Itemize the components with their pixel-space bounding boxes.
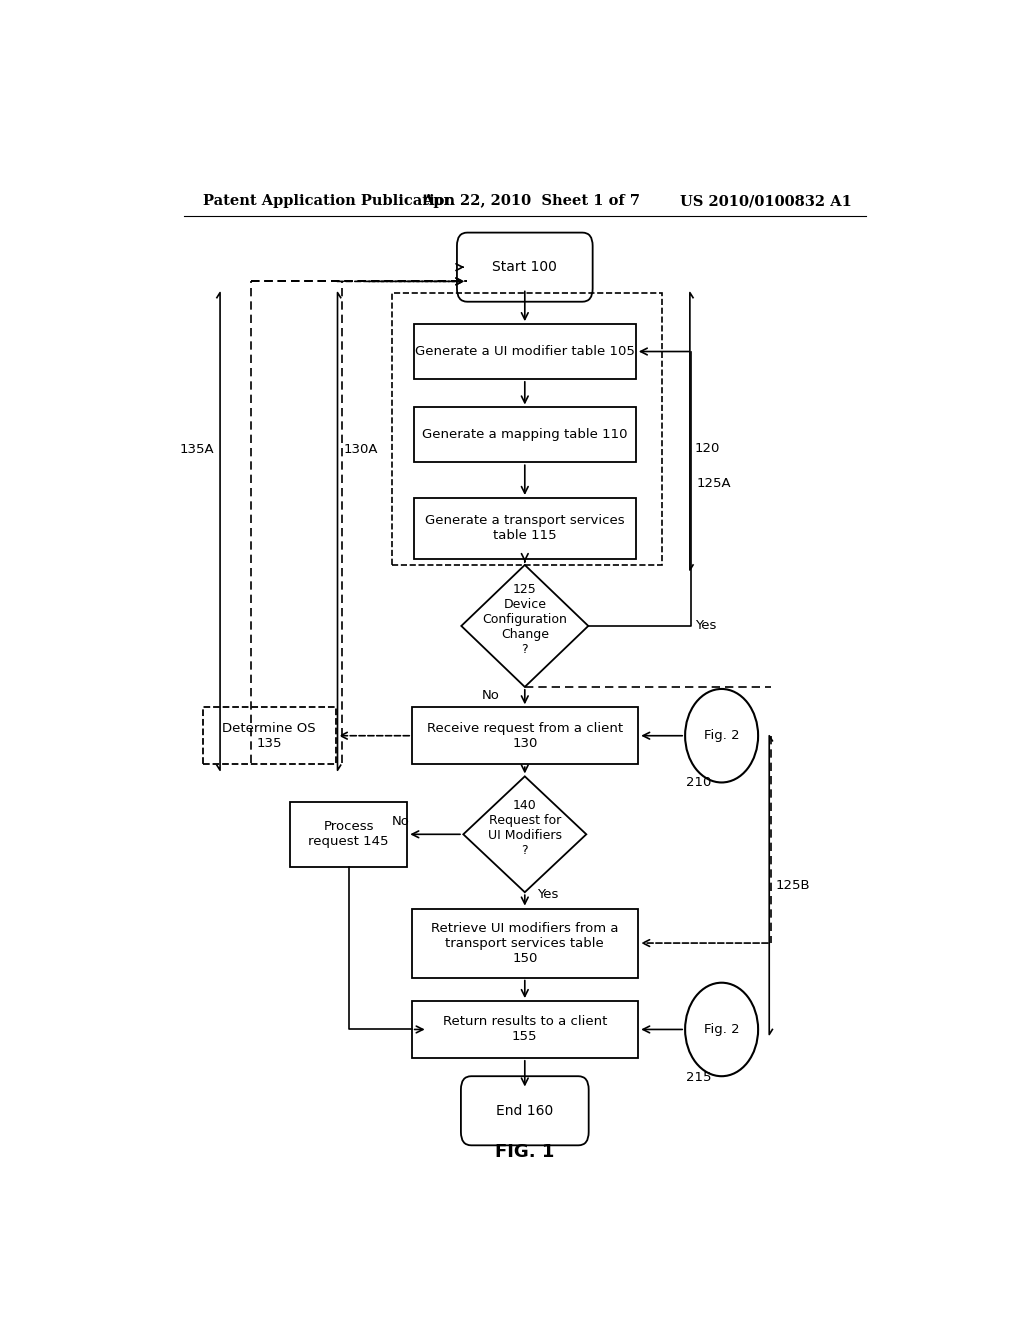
Text: 130A: 130A bbox=[344, 442, 378, 455]
Polygon shape bbox=[463, 776, 587, 892]
Text: 125B: 125B bbox=[775, 879, 810, 891]
Text: Process
request 145: Process request 145 bbox=[308, 820, 389, 849]
Bar bbox=[414, 325, 636, 379]
Text: Yes: Yes bbox=[694, 619, 716, 632]
Bar bbox=[392, 293, 663, 565]
Bar bbox=[414, 408, 636, 462]
Text: Generate a mapping table 110: Generate a mapping table 110 bbox=[422, 429, 628, 441]
Circle shape bbox=[685, 689, 758, 783]
Text: Determine OS
135: Determine OS 135 bbox=[222, 722, 316, 750]
Text: Start 100: Start 100 bbox=[493, 260, 557, 275]
Text: End 160: End 160 bbox=[497, 1104, 553, 1118]
Bar bbox=[290, 801, 408, 867]
Text: 210: 210 bbox=[686, 776, 712, 789]
FancyBboxPatch shape bbox=[457, 232, 593, 302]
Text: Fig. 2: Fig. 2 bbox=[703, 1023, 739, 1036]
Bar bbox=[412, 1001, 638, 1057]
Text: Generate a UI modifier table 105: Generate a UI modifier table 105 bbox=[415, 345, 635, 358]
Text: Generate a transport services
table 115: Generate a transport services table 115 bbox=[425, 515, 625, 543]
Bar bbox=[412, 908, 638, 978]
Text: No: No bbox=[481, 689, 500, 701]
Text: 125
Device
Configuration
Change
?: 125 Device Configuration Change ? bbox=[482, 583, 567, 656]
Text: Fig. 2: Fig. 2 bbox=[703, 729, 739, 742]
Text: FIG. 1: FIG. 1 bbox=[496, 1143, 554, 1162]
Text: Retrieve UI modifiers from a
transport services table
150: Retrieve UI modifiers from a transport s… bbox=[431, 921, 618, 965]
Text: US 2010/0100832 A1: US 2010/0100832 A1 bbox=[680, 194, 851, 209]
Polygon shape bbox=[461, 565, 588, 686]
Text: 140
Request for
UI Modifiers
?: 140 Request for UI Modifiers ? bbox=[487, 799, 562, 857]
Bar bbox=[414, 498, 636, 558]
Circle shape bbox=[685, 982, 758, 1076]
Text: 120: 120 bbox=[694, 442, 720, 454]
Text: 125A: 125A bbox=[696, 477, 731, 490]
Text: Patent Application Publication: Patent Application Publication bbox=[204, 194, 456, 209]
FancyBboxPatch shape bbox=[461, 1076, 589, 1146]
Text: Receive request from a client
130: Receive request from a client 130 bbox=[427, 722, 623, 750]
Bar bbox=[412, 708, 638, 764]
Text: 135A: 135A bbox=[179, 442, 214, 455]
Text: Return results to a client
155: Return results to a client 155 bbox=[442, 1015, 607, 1043]
Bar bbox=[203, 708, 336, 764]
Text: Apr. 22, 2010  Sheet 1 of 7: Apr. 22, 2010 Sheet 1 of 7 bbox=[422, 194, 640, 209]
Text: No: No bbox=[392, 814, 410, 828]
Text: Yes: Yes bbox=[537, 888, 558, 900]
Text: 215: 215 bbox=[686, 1071, 712, 1084]
